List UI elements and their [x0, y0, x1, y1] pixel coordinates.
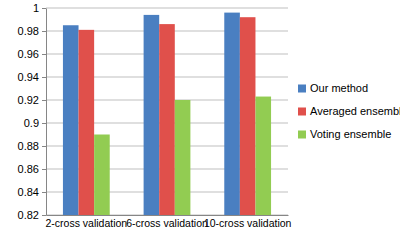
axis-line [46, 9, 47, 216]
bar [159, 24, 175, 215]
legend-label: Our method [310, 82, 368, 94]
legend-swatch [298, 85, 306, 93]
tick-label: 0.86 [18, 163, 39, 175]
tick: 0.86 [18, 163, 46, 175]
bars [63, 13, 271, 215]
tick-mark [42, 123, 46, 124]
tick: 0.88 [18, 140, 46, 152]
grid [46, 8, 288, 215]
tick-label: 0.88 [18, 140, 39, 152]
tick-mark [42, 54, 46, 55]
tick: 6-cross validation [126, 217, 208, 229]
legend-label: Voting ensemble [310, 128, 391, 140]
tick-mark [42, 192, 46, 193]
tick-label: 0.9 [24, 117, 39, 129]
tick: 0.96 [18, 48, 46, 60]
tick: 0.92 [18, 94, 46, 106]
chart: 0.82 0.84 0.86 0.88 0.9 0.92 0.94 0.96 0.98 1 2-cr… [0, 0, 400, 235]
tick: 1 [33, 2, 46, 14]
tick-label: 2-cross validation [45, 217, 127, 229]
bar [63, 25, 79, 215]
tick-label: 0.98 [18, 25, 39, 37]
tick-mark [42, 215, 46, 216]
legend-swatch [298, 131, 306, 139]
axis-line [47, 215, 289, 216]
tick: 10-cross validation [204, 217, 292, 229]
bar [79, 30, 95, 215]
tick-mark [42, 169, 46, 170]
grid-line [46, 8, 288, 9]
legend-label: Averaged ensemble [310, 105, 400, 117]
bar [255, 97, 271, 215]
tick-label: 0.94 [18, 71, 39, 83]
tick-mark [42, 31, 46, 32]
tick-label: 10-cross validation [204, 217, 292, 229]
bar [175, 100, 191, 215]
bar [224, 13, 240, 215]
bar-series [79, 17, 256, 215]
tick-label: 0.82 [18, 209, 39, 221]
tick-mark [42, 77, 46, 78]
tick-label: 6-cross validation [126, 217, 208, 229]
tick-label: 0.92 [18, 94, 39, 106]
tick-mark [42, 146, 46, 147]
tick-label: 0.84 [18, 186, 39, 198]
tick-mark [42, 100, 46, 101]
y-axis: 0.82 0.84 0.86 0.88 0.9 0.92 0.94 0.96 0.98 1 [18, 2, 47, 221]
tick: 2-cross validation [45, 217, 127, 229]
tick: 0.94 [18, 71, 46, 83]
bar [240, 17, 256, 215]
tick: 0.84 [18, 186, 46, 198]
bar-series [94, 97, 271, 215]
plot: 0.82 0.84 0.86 0.88 0.9 0.92 0.94 0.96 0.98 1 2-cr… [18, 2, 292, 229]
tick-label: 1 [33, 2, 39, 14]
bar [144, 15, 160, 215]
x-axis: 2-cross validation6-cross validation10-c… [45, 216, 291, 230]
legend-swatch [298, 108, 306, 116]
tick-label: 0.96 [18, 48, 39, 60]
tick: 0.98 [18, 25, 46, 37]
legend: Our method Averaged ensemble Voting ensemb… [298, 82, 400, 140]
bar [94, 135, 110, 216]
bar-series [63, 13, 240, 215]
tick: 0.9 [24, 117, 46, 129]
tick-mark [42, 8, 46, 9]
tick: 0.82 [18, 209, 46, 221]
